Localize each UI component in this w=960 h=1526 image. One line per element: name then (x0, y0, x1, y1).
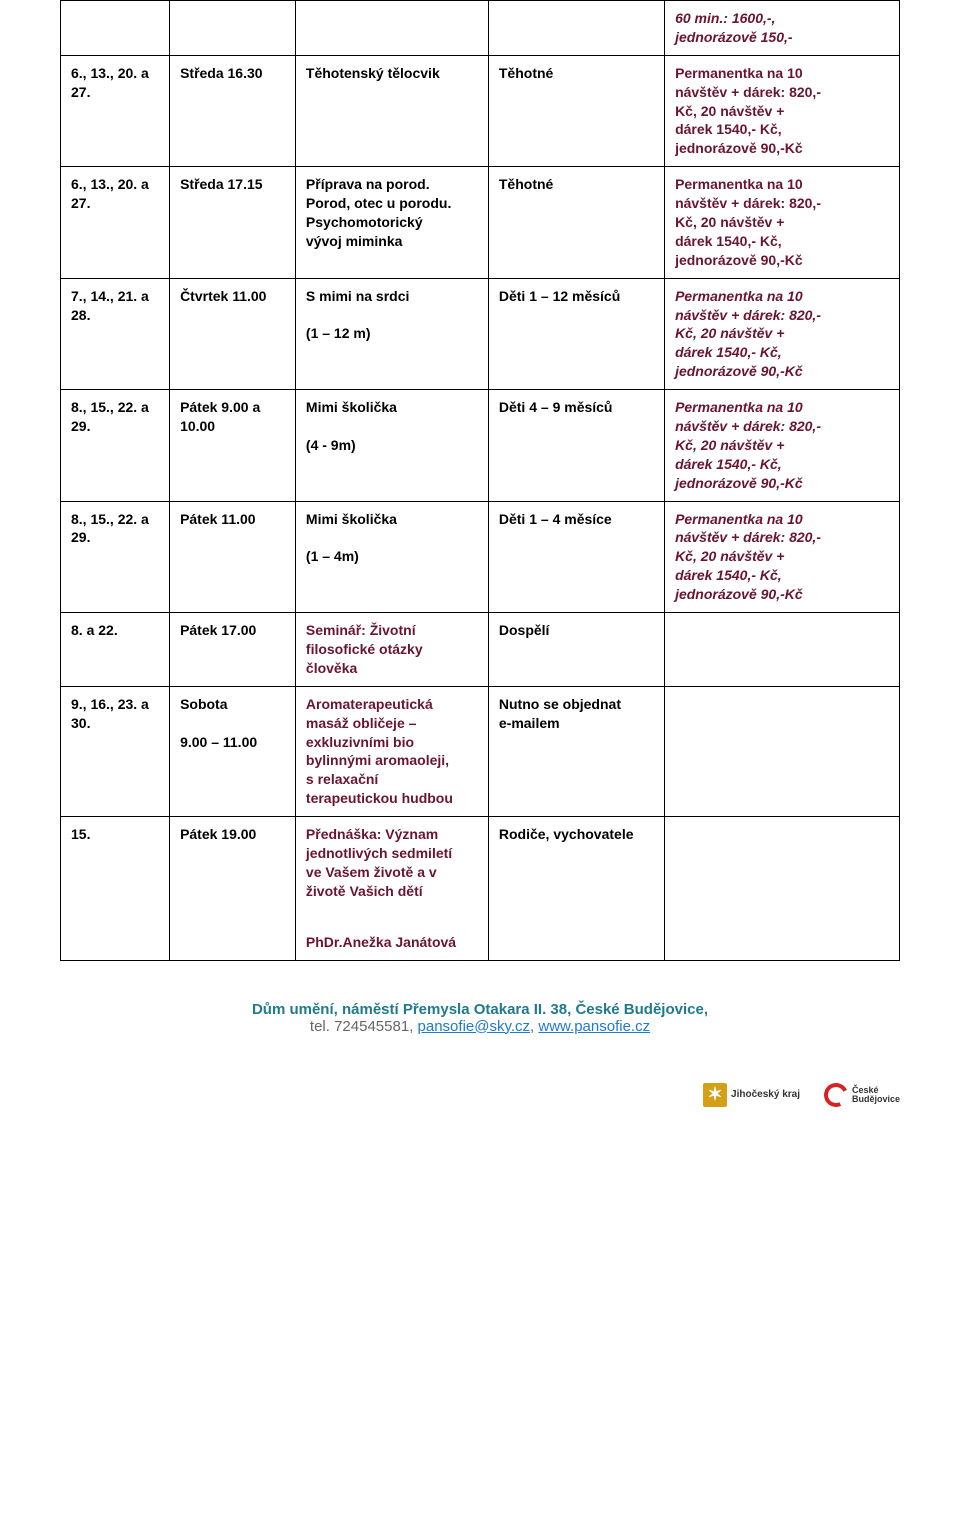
cell-activity: Mimi školička (1 – 4m) (295, 501, 488, 612)
logo-jihocesky: ✶ Jihočeský kraj (703, 1083, 800, 1107)
cell-date: 8., 15., 22. a 29. (61, 501, 170, 612)
cell-audience: Dospělí (488, 613, 664, 687)
cell-activity: Přednáška: Významjednotlivých sedmiletív… (295, 817, 488, 960)
cell-activity: Seminář: Životnífilosofické otázkyčlověk… (295, 613, 488, 687)
cell-time: Středa 17.15 (170, 167, 296, 278)
table-row: 7., 14., 21. a 28.Čtvrtek 11.00S mimi na… (61, 278, 900, 389)
cell-price: Permanentka na 10návštěv + dárek: 820,-K… (665, 390, 900, 501)
footer-email-link[interactable]: pansofie@sky.cz (418, 1018, 531, 1035)
footer-web-link[interactable]: www.pansofie.cz (538, 1018, 650, 1035)
cell-date: 8., 15., 22. a 29. (61, 390, 170, 501)
footer-address: Dům umění, náměstí Přemysla Otakara II. … (60, 1001, 900, 1018)
logo-cb-text-wrap: České Budějovice (852, 1086, 900, 1104)
cell-activity: Těhotenský tělocvik (295, 55, 488, 166)
cell-audience: Rodiče, vychovatele (488, 817, 664, 960)
table-row: 15.Pátek 19.00Přednáška: Významjednotliv… (61, 817, 900, 960)
logo-ceske-budejovice: České Budějovice (824, 1083, 900, 1107)
cell-audience: Těhotné (488, 55, 664, 166)
footer-tel: 724545581 (334, 1018, 409, 1035)
logo-row: ✶ Jihočeský kraj České Budějovice (0, 1083, 960, 1107)
cell-audience: Děti 4 – 9 měsíců (488, 390, 664, 501)
footer: Dům umění, náměstí Přemysla Otakara II. … (60, 1001, 900, 1035)
cell-time: Pátek 11.00 (170, 501, 296, 612)
logo-cb-icon (821, 1079, 852, 1110)
cell-date: 9., 16., 23. a 30. (61, 686, 170, 816)
table-row: 8., 15., 22. a 29.Pátek 9.00 a 10.00Mimi… (61, 390, 900, 501)
cell-price: Permanentka na 10návštěv + dárek: 820,-K… (665, 278, 900, 389)
cell-date: 6., 13., 20. a 27. (61, 55, 170, 166)
cell-activity (295, 1, 488, 56)
cell-activity: Aromaterapeutickámasáž obličeje –exkluzi… (295, 686, 488, 816)
table-row: 8. a 22.Pátek 17.00Seminář: Životnífilos… (61, 613, 900, 687)
logo-jihocesky-icon: ✶ (703, 1083, 727, 1107)
cell-audience: Těhotné (488, 167, 664, 278)
table-row: 6., 13., 20. a 27.Středa 17.15Příprava n… (61, 167, 900, 278)
cell-activity: Mimi školička (4 - 9m) (295, 390, 488, 501)
footer-sep1: , (409, 1018, 417, 1035)
cell-audience: Děti 1 – 4 měsíce (488, 501, 664, 612)
table-row: 9., 16., 23. a 30.Sobota9.00 – 11.00Arom… (61, 686, 900, 816)
cell-time: Pátek 17.00 (170, 613, 296, 687)
cell-audience: Nutno se objednate-mailem (488, 686, 664, 816)
cell-audience: Děti 1 – 12 měsíců (488, 278, 664, 389)
logo-jihocesky-text: Jihočeský kraj (731, 1089, 800, 1100)
table-row: 8., 15., 22. a 29.Pátek 11.00Mimi školič… (61, 501, 900, 612)
cell-price (665, 613, 900, 687)
cell-time (170, 1, 296, 56)
logo-cb-text2: Budějovice (852, 1095, 900, 1104)
table-row: 6., 13., 20. a 27.Středa 16.30Těhotenský… (61, 55, 900, 166)
cell-date: 7., 14., 21. a 28. (61, 278, 170, 389)
cell-price: 60 min.: 1600,-,jednorázově 150,- (665, 1, 900, 56)
cell-price (665, 817, 900, 960)
cell-time: Středa 16.30 (170, 55, 296, 166)
cell-time: Čtvrtek 11.00 (170, 278, 296, 389)
cell-time: Sobota9.00 – 11.00 (170, 686, 296, 816)
cell-date (61, 1, 170, 56)
page-container: 60 min.: 1600,-,jednorázově 150,-6., 13.… (0, 0, 960, 1075)
schedule-table: 60 min.: 1600,-,jednorázově 150,-6., 13.… (60, 0, 900, 961)
cell-price: Permanentka na 10návštěv + dárek: 820,-K… (665, 167, 900, 278)
cell-date: 15. (61, 817, 170, 960)
cell-activity: Příprava na porod.Porod, otec u porodu.P… (295, 167, 488, 278)
cell-price (665, 686, 900, 816)
footer-contact: tel. 724545581, pansofie@sky.cz, www.pan… (60, 1018, 900, 1035)
cell-price: Permanentka na 10návštěv + dárek: 820,-K… (665, 501, 900, 612)
cell-audience (488, 1, 664, 56)
cell-date: 6., 13., 20. a 27. (61, 167, 170, 278)
footer-tel-prefix: tel. (310, 1018, 334, 1035)
cell-time: Pátek 19.00 (170, 817, 296, 960)
cell-time: Pátek 9.00 a 10.00 (170, 390, 296, 501)
cell-activity: S mimi na srdci(1 – 12 m) (295, 278, 488, 389)
schedule-table-body: 60 min.: 1600,-,jednorázově 150,-6., 13.… (61, 1, 900, 961)
cell-price: Permanentka na 10návštěv + dárek: 820,-K… (665, 55, 900, 166)
cell-date: 8. a 22. (61, 613, 170, 687)
table-row: 60 min.: 1600,-,jednorázově 150,- (61, 1, 900, 56)
